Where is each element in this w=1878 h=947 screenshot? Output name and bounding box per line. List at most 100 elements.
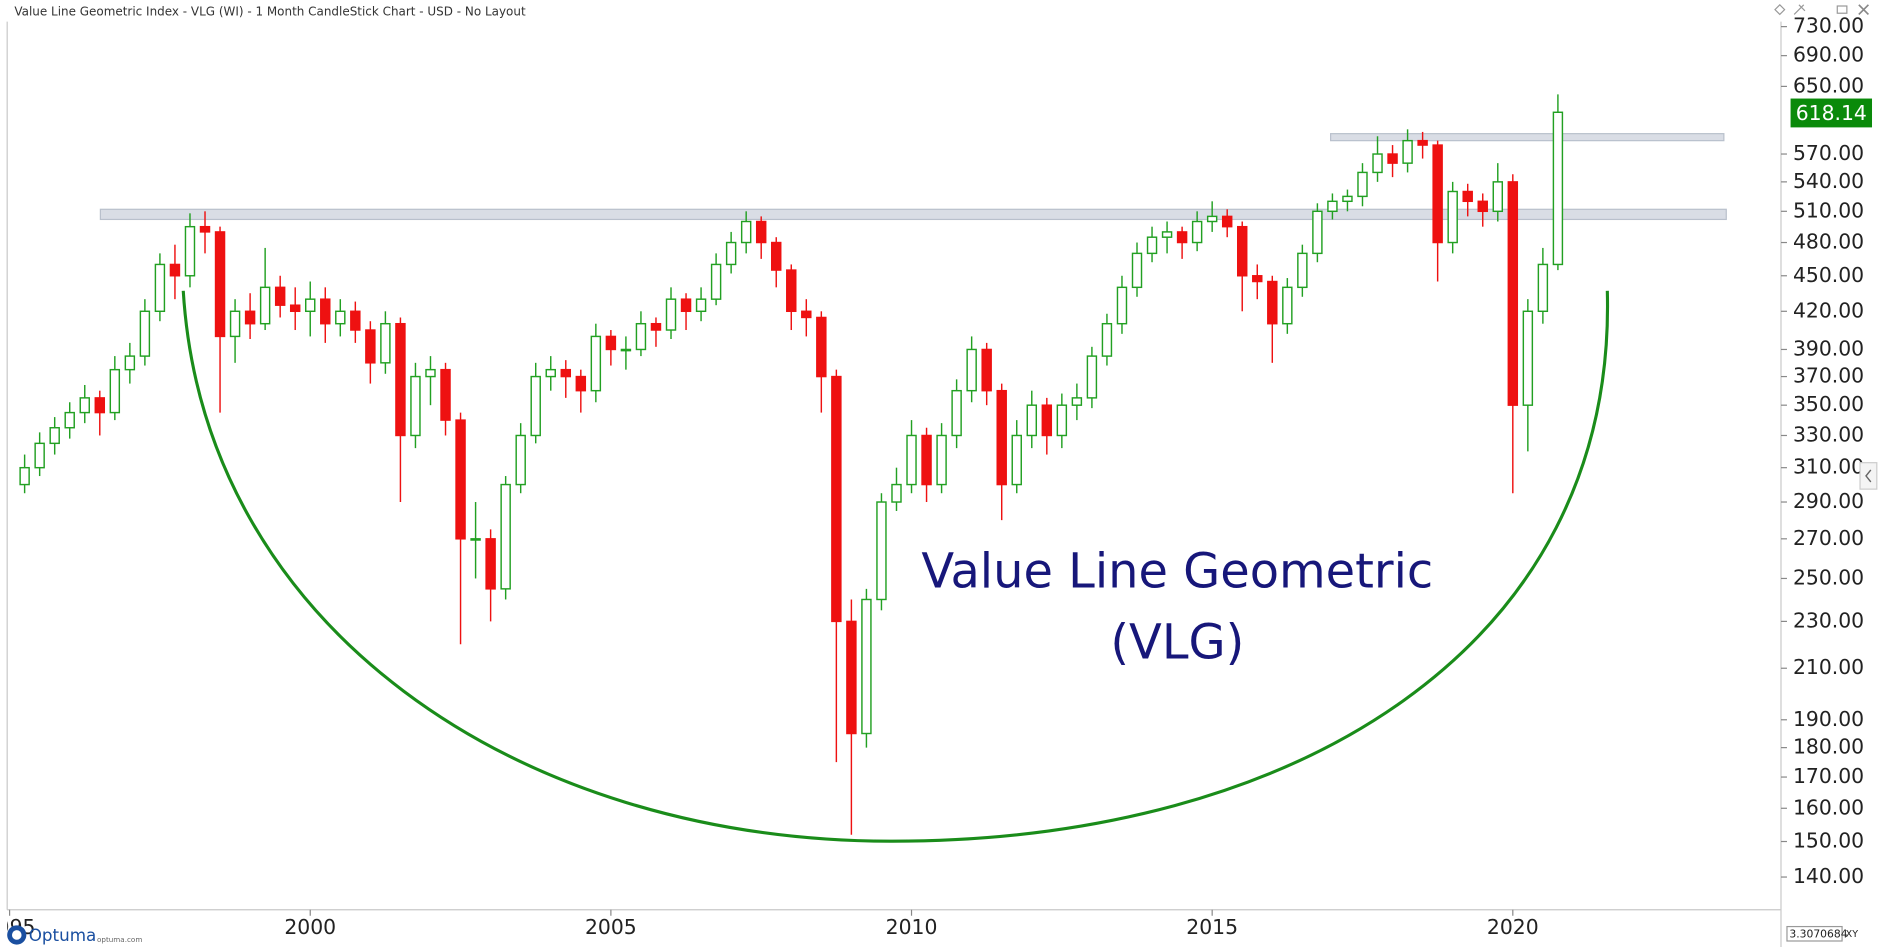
x-tick-label: 2020 <box>1487 915 1539 939</box>
x-tick-label: 2005 <box>585 915 637 939</box>
candle-body <box>530 375 541 437</box>
candle-body <box>49 427 60 445</box>
y-tick-label: 690.00 <box>1793 43 1864 67</box>
candle-body <box>786 269 797 313</box>
y-tick-label: 730.00 <box>1793 14 1864 38</box>
candle-body <box>1537 263 1549 313</box>
candle-body <box>380 322 391 364</box>
icon[interactable] <box>1836 5 1848 14</box>
y-tick-label: 510.00 <box>1793 198 1864 222</box>
candle-body <box>1417 139 1428 146</box>
candle-body <box>951 389 962 437</box>
y-tick-label: 150.00 <box>1793 828 1864 852</box>
candle-body <box>1267 280 1278 325</box>
scale-box[interactable] <box>1786 925 1843 942</box>
y-tick-label: 190.00 <box>1793 707 1864 731</box>
close-icon[interactable] <box>1858 4 1870 16</box>
candle-body <box>1116 286 1128 325</box>
candle-body <box>1206 215 1218 223</box>
candle-body <box>1492 181 1504 213</box>
candle-body <box>1477 200 1488 213</box>
window-icons <box>1774 3 1870 16</box>
candle-body <box>680 298 692 313</box>
candle-body <box>1041 404 1053 437</box>
candle-body <box>906 434 917 486</box>
candle-body <box>665 298 677 331</box>
candle-body <box>1237 225 1248 277</box>
x-tick-label: 2000 <box>284 915 336 939</box>
candle-body <box>214 231 226 338</box>
icon[interactable] <box>1793 4 1806 15</box>
candle-body <box>861 598 872 735</box>
candle-body <box>169 263 181 277</box>
y-tick-label: 230.00 <box>1793 608 1864 632</box>
candle-body <box>1071 397 1083 406</box>
candle-body <box>1176 231 1188 244</box>
x-tick-label: 2015 <box>1186 915 1238 939</box>
candle-body <box>485 538 496 590</box>
candle-body <box>184 225 196 277</box>
site: optuma.com <box>97 935 142 944</box>
candle-body <box>109 368 121 414</box>
candle-body <box>274 286 286 306</box>
candle-body <box>305 298 316 313</box>
candle-body <box>590 335 602 392</box>
y-tick-label: 370.00 <box>1793 364 1864 388</box>
candle-body <box>1252 275 1263 283</box>
y-axis: 730.00 690.00 650.00 570.00 540.00 510.00 480.… <box>1780 14 1864 888</box>
candle-body <box>1026 404 1038 437</box>
y-tick-label: 160.00 <box>1793 795 1864 819</box>
candle-body <box>1342 195 1353 203</box>
candle-body <box>1161 231 1173 238</box>
candle-body <box>605 335 617 351</box>
candle-body <box>1056 404 1068 437</box>
candle-body <box>199 225 211 233</box>
candle-body <box>335 310 346 325</box>
annotation: Value Line Geometric <box>921 543 1433 599</box>
y-tick-label: 210.00 <box>1793 655 1864 679</box>
y-tick-label: 180.00 <box>1793 735 1864 759</box>
candle-body <box>1552 111 1564 266</box>
x-tick-label: 2010 <box>886 915 938 939</box>
collapse-icon <box>1865 469 1872 483</box>
resistance-bands <box>99 133 1727 221</box>
candle-body <box>1312 210 1323 255</box>
scale-mode[interactable]: XY <box>1846 929 1859 940</box>
candle-body <box>1191 220 1203 244</box>
candle-body <box>320 298 331 325</box>
candle-body <box>365 329 376 364</box>
y-tick-label: 350.00 <box>1793 392 1864 416</box>
icon[interactable] <box>1774 3 1786 16</box>
y-tick-label: 270.00 <box>1793 526 1864 550</box>
candle-body <box>650 322 662 331</box>
candle-body <box>755 220 767 244</box>
candle-body <box>139 310 151 357</box>
candle-body <box>1086 355 1098 399</box>
candle-body <box>996 389 1007 486</box>
y-tick-label: 250.00 <box>1793 565 1864 589</box>
candle-body <box>846 620 857 735</box>
collapse-button[interactable] <box>1859 462 1878 490</box>
candle-body <box>395 322 406 437</box>
y-tick-label: 140.00 <box>1793 864 1864 888</box>
y-tick-label: 450.00 <box>1793 263 1864 287</box>
candle-body <box>620 348 632 352</box>
candle-body <box>1447 190 1458 244</box>
candle-body <box>410 375 421 437</box>
chart-title: Value Line Geometric Index - VLG (WI) - … <box>14 5 526 19</box>
candle-body <box>560 368 572 378</box>
candle-body <box>876 501 887 601</box>
candle-body <box>1101 322 1113 357</box>
candle-body <box>1372 153 1383 174</box>
candle-body <box>981 348 992 392</box>
candle-body <box>455 419 466 540</box>
y-tick-label: 330.00 <box>1793 422 1864 446</box>
candle-body <box>79 397 90 414</box>
candle-body <box>1402 139 1413 164</box>
candle-body <box>1221 215 1233 228</box>
candle-body <box>94 397 106 414</box>
y-tick-label: 170.00 <box>1793 764 1864 788</box>
candle-body <box>425 368 436 378</box>
candle-body <box>710 263 722 300</box>
